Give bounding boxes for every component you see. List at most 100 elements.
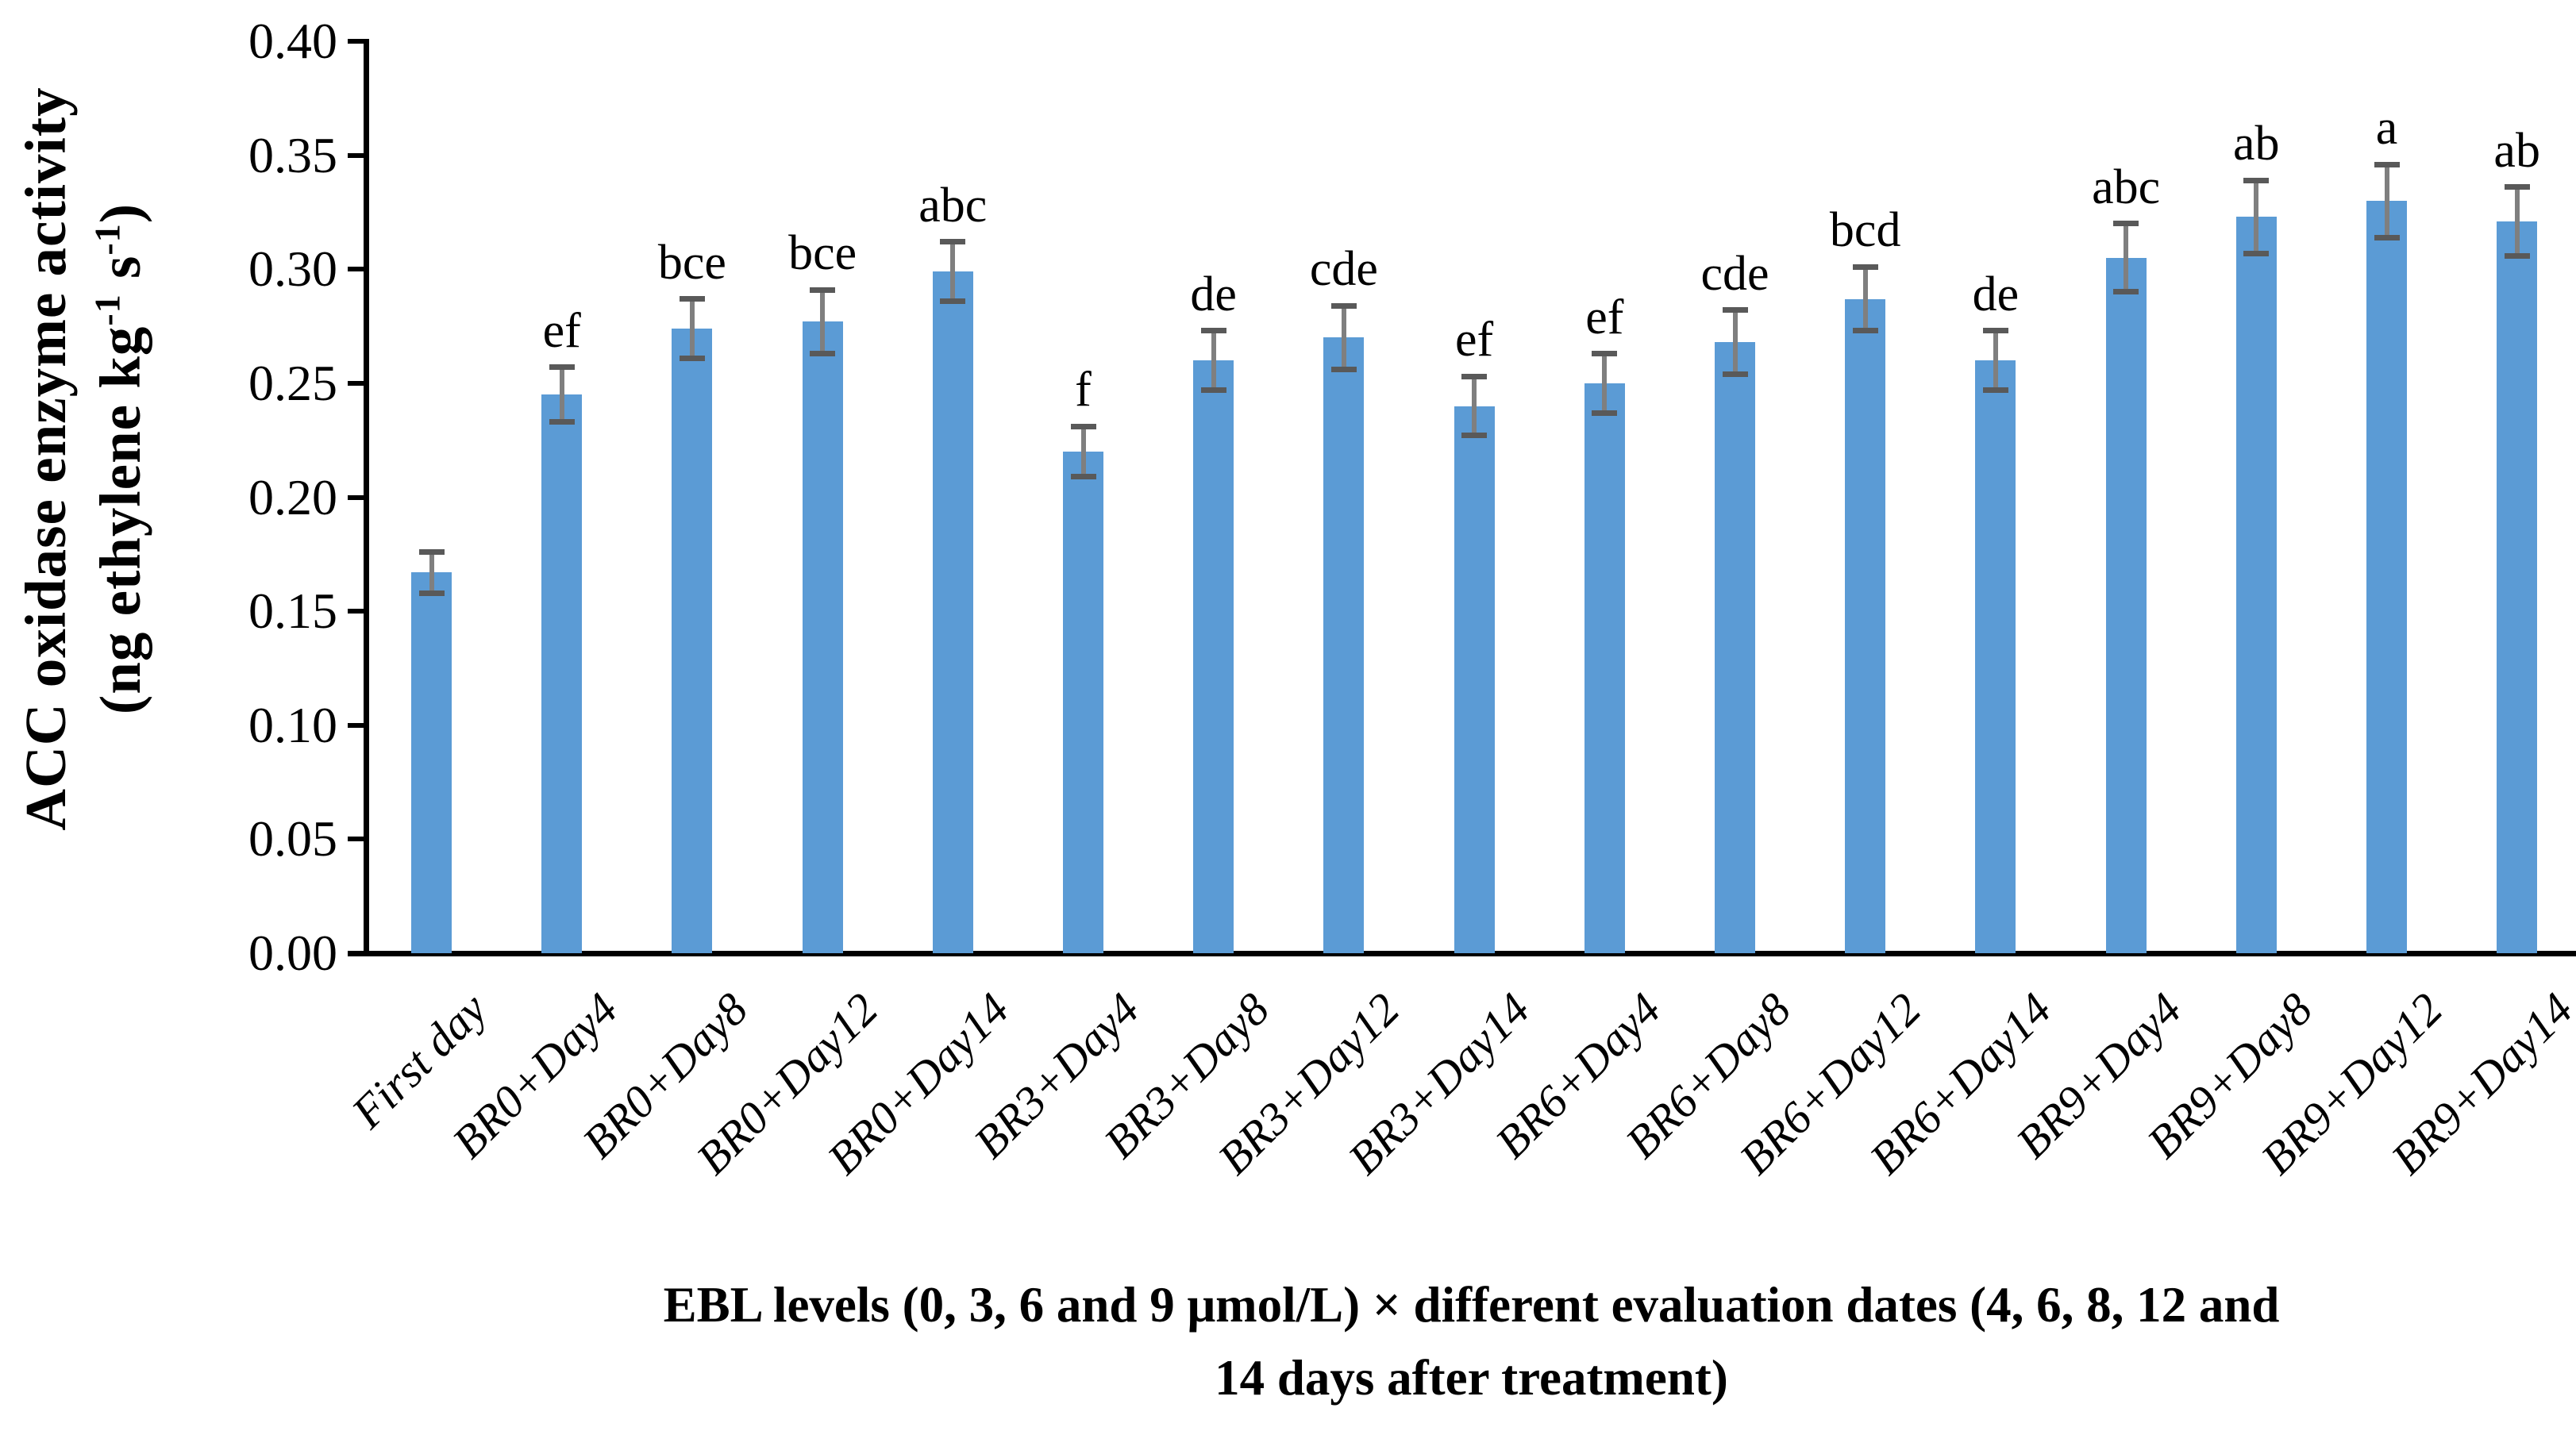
significance-letter: ef [1455, 313, 1494, 367]
x-axis-caption-line2: 14 days after treatment) [1215, 1350, 1728, 1406]
error-bar-top-cap [418, 548, 445, 555]
significance-letter: ef [1585, 290, 1624, 344]
y-axis-tick-label: 0.30 [248, 240, 337, 298]
bar-BR0+Day4 [541, 394, 583, 953]
error-bar-bottom-cap [2243, 250, 2270, 256]
bar-BR6+Day4 [1584, 383, 1625, 953]
significance-letter: ef [542, 303, 581, 358]
error-bar-bottom-cap [1200, 387, 1226, 393]
y-axis-tick-label: 0.15 [248, 583, 337, 640]
y-axis-tick [348, 380, 367, 386]
error-bar-top-cap [1722, 307, 1748, 314]
error-bar-top-cap [679, 296, 705, 302]
bar-BR0+Day14 [932, 271, 973, 953]
error-bar-whisker [1211, 330, 1216, 390]
error-bar-top-cap [1852, 264, 1878, 270]
y-axis-tick-label: 0.40 [248, 13, 337, 69]
error-bar-bottom-cap [679, 355, 705, 361]
error-bar-top-cap [1330, 302, 1357, 309]
y-axis-tick-label: 0.05 [248, 810, 337, 867]
error-bar-bottom-cap [1722, 371, 1748, 377]
error-bar-whisker [2254, 180, 2259, 254]
significance-letter: a [2375, 101, 2398, 156]
error-bar-whisker [2124, 223, 2129, 292]
significance-letter: ab [2493, 123, 2540, 178]
bar-BR6+Day14 [1975, 360, 2016, 953]
y-axis-tick-label: 0.35 [248, 126, 337, 183]
bar-BR9+Day8 [2235, 217, 2277, 953]
error-bar-whisker [950, 241, 956, 302]
y-axis-tick-label: 0.10 [248, 696, 337, 753]
y-axis-tick [348, 609, 367, 614]
error-bar-bottom-cap [1982, 387, 2008, 393]
superscript-minus-one: -1 [87, 223, 128, 256]
error-bar-bottom-cap [1330, 367, 1357, 373]
bar-BR0+Day12 [802, 321, 843, 953]
significance-letter: ab [2233, 117, 2280, 171]
error-bar-top-cap [1982, 328, 2008, 334]
error-bar-bottom-cap [1070, 474, 1096, 480]
y-axis-tick-label: 0.20 [248, 468, 337, 525]
significance-letter: abc [918, 178, 988, 233]
error-bar-whisker [820, 290, 826, 354]
error-bar-top-cap [2374, 161, 2400, 167]
y-axis-unit-text: s [88, 255, 152, 294]
error-bar-top-cap [2113, 221, 2139, 227]
error-bar-top-cap [2504, 184, 2530, 190]
x-axis-line [348, 951, 2576, 956]
bar-BR3+Day14 [1454, 406, 1495, 953]
bar-BR3+Day4 [1063, 452, 1103, 953]
significance-letter: bce [657, 235, 726, 290]
error-bar-whisker [2514, 187, 2520, 256]
y-axis-tick [348, 837, 367, 842]
error-bar-bottom-cap [418, 590, 445, 596]
significance-letter: cde [1309, 242, 1378, 297]
error-bar-bottom-cap [2504, 252, 2530, 259]
error-bar-bottom-cap [2374, 234, 2400, 240]
x-axis-caption: EBL levels (0, 3, 6 and 9 μmol/L) × diff… [367, 1268, 2576, 1414]
error-bar-whisker [689, 298, 695, 359]
bar-BR0+Day8 [672, 328, 713, 953]
error-bar-top-cap [1200, 328, 1226, 334]
error-bar-top-cap [1461, 373, 1488, 379]
error-bar-bottom-cap [940, 298, 966, 304]
x-axis-caption-line1: EBL levels (0, 3, 6 and 9 μmol/L) × diff… [663, 1277, 2280, 1333]
error-bar-bottom-cap [1461, 433, 1488, 439]
bar-BR3+Day8 [1193, 360, 1234, 953]
bar-BR3+Day12 [1323, 337, 1365, 953]
significance-letter: de [1972, 267, 2020, 321]
superscript-minus-one: -1 [87, 294, 128, 326]
y-axis-title: ACC oxidase enzyme activity [13, 87, 78, 831]
error-bar-whisker [559, 367, 564, 422]
y-axis-tick-label: 0.00 [248, 925, 337, 981]
significance-letter: cde [1700, 246, 1769, 301]
bar-BR9+Day4 [2105, 257, 2147, 953]
error-bar-whisker [1993, 330, 1998, 390]
error-bar-whisker [1341, 306, 1346, 370]
significance-letter: de [1190, 267, 1237, 321]
y-axis-unit-text: (ng ethylene kg [88, 325, 152, 715]
error-bar-whisker [429, 552, 434, 594]
significance-letter: bcd [1829, 203, 1901, 258]
error-bar-bottom-cap [2113, 289, 2139, 295]
y-axis-tick-label: 0.25 [248, 354, 337, 411]
y-axis-unit-text: ) [88, 202, 152, 224]
error-bar-top-cap [549, 364, 575, 371]
y-axis-tick [348, 951, 367, 956]
error-bar-whisker [1080, 426, 1086, 477]
significance-letter: bce [788, 226, 857, 281]
error-bar-top-cap [810, 287, 836, 293]
error-bar-top-cap [1592, 351, 1618, 357]
error-bar-whisker [1862, 267, 1868, 331]
error-bar-bottom-cap [810, 351, 836, 357]
error-bar-bottom-cap [1852, 328, 1878, 334]
significance-letter: abc [2092, 160, 2161, 214]
error-bar-top-cap [2243, 177, 2270, 183]
bar-BR6+Day8 [1715, 342, 1755, 953]
y-axis-tick [348, 722, 367, 728]
error-bar-whisker [2384, 164, 2389, 238]
bar-BR9+Day14 [2497, 221, 2538, 953]
bar-BR9+Day12 [2366, 201, 2407, 953]
y-axis-unit: (ng ethylene kg-1 s-1) [87, 203, 154, 714]
